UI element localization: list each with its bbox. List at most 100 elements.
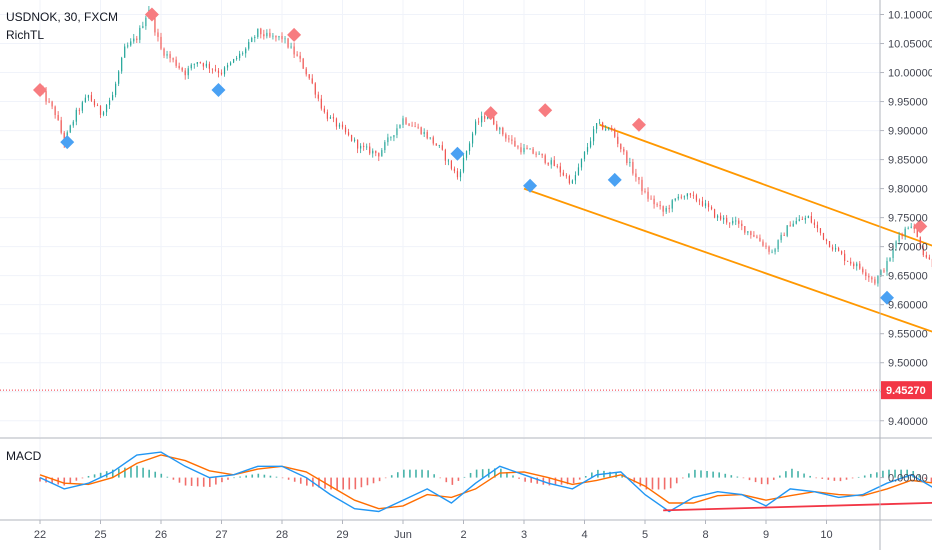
- candle-body: [744, 226, 746, 233]
- macd-histogram-bar: [93, 474, 96, 478]
- candle-body: [844, 253, 846, 261]
- candle-body: [414, 126, 416, 128]
- candle-body: [586, 147, 589, 152]
- macd-histogram-bar: [766, 477, 769, 485]
- macd-zero-label: 0.00000: [888, 473, 928, 485]
- candle-body: [366, 146, 368, 148]
- macd-histogram-bar: [506, 472, 508, 478]
- candle-body: [408, 123, 410, 126]
- macd-histogram-bar: [481, 469, 484, 478]
- candle-body: [302, 58, 304, 69]
- indicator-legend: RichTL: [6, 28, 44, 42]
- candle-body: [553, 160, 555, 166]
- macd-histogram-bar: [803, 473, 805, 478]
- candle-body: [541, 153, 543, 156]
- macd-histogram-bar: [227, 477, 229, 480]
- time-tick-label: 4: [581, 529, 587, 541]
- candle-body: [399, 124, 401, 129]
- candle-body: [895, 241, 897, 248]
- macd-histogram-bar: [403, 469, 405, 478]
- candle-body: [925, 255, 927, 258]
- candle-body: [571, 180, 573, 184]
- macd-axis[interactable]: 0.00000: [880, 473, 928, 485]
- macd-histogram-bar: [918, 474, 921, 478]
- candle-body: [502, 127, 504, 135]
- candle-body: [72, 121, 74, 126]
- macd-histogram: [39, 465, 932, 490]
- candle-body: [169, 54, 171, 59]
- macd-histogram-bar: [390, 475, 393, 478]
- macd-histogram-bar: [548, 477, 551, 486]
- candle-body: [471, 133, 474, 144]
- candle-body: [184, 70, 186, 76]
- candle-body: [804, 217, 806, 220]
- candle-body: [710, 207, 713, 210]
- candle-body: [275, 35, 277, 38]
- candle-body: [605, 129, 607, 131]
- macd-histogram-bar: [554, 477, 557, 486]
- candle-body: [602, 122, 604, 130]
- candle-body: [671, 200, 673, 209]
- macd-histogram-bar: [657, 477, 660, 490]
- price-tick-label: 9.50000: [888, 358, 928, 370]
- pivot-markers: [33, 7, 928, 305]
- candle-body: [260, 28, 262, 35]
- channel-lower-line: [523, 187, 932, 333]
- candle-body: [880, 270, 882, 277]
- candle-body: [520, 147, 522, 153]
- candle-body: [886, 261, 888, 272]
- macd-histogram-bar: [821, 477, 824, 479]
- candle-body: [45, 91, 47, 102]
- candle-body: [738, 220, 740, 224]
- macd-histogram-bar: [287, 477, 290, 480]
- macd-histogram-bar: [815, 477, 818, 479]
- macd-histogram-bar: [718, 472, 720, 478]
- candle-body: [777, 240, 779, 250]
- candle-body: [859, 263, 861, 269]
- candle-body: [919, 237, 921, 248]
- macd-histogram-bar: [208, 477, 211, 487]
- macd-histogram-bar: [688, 473, 690, 478]
- macd-histogram-bar: [645, 477, 648, 490]
- candle-body: [547, 162, 549, 165]
- macd-histogram-bar: [87, 475, 90, 478]
- candle-body: [178, 65, 180, 68]
- candle-body: [599, 122, 601, 124]
- candle-body: [48, 101, 50, 103]
- macd-histogram-bar: [457, 477, 460, 481]
- candle-body: [357, 139, 359, 149]
- candle-body: [332, 117, 335, 119]
- macd-histogram-bar: [366, 477, 369, 486]
- macd-histogram-bar: [609, 471, 611, 478]
- candle-body: [756, 236, 758, 238]
- price-axis[interactable]: 10.10000 10.05000 10.00000 9.95000 9.90000 9.…: [880, 10, 932, 428]
- candle-body: [102, 112, 105, 115]
- candle-body: [795, 220, 797, 224]
- candle-body: [438, 145, 440, 147]
- candle-body: [429, 137, 431, 139]
- candle-body: [447, 160, 449, 162]
- macd-histogram-bar: [494, 468, 496, 478]
- candle-body: [916, 228, 918, 238]
- macd-histogram-bar: [99, 472, 102, 478]
- macd-histogram-bar: [785, 471, 787, 478]
- candle-body: [856, 263, 858, 267]
- candle-body: [704, 203, 707, 206]
- candle-body: [907, 227, 909, 229]
- candle-body: [868, 275, 870, 278]
- candle-body: [223, 67, 226, 75]
- candle-body: [828, 241, 831, 248]
- macd-histogram-bar: [281, 477, 284, 479]
- candle-body: [535, 153, 537, 155]
- time-axis[interactable]: 22 25 26 27 28 29 Jun 2 3 4 5 8 9 10: [34, 520, 833, 541]
- candle-body: [623, 149, 625, 152]
- candle-body: [393, 135, 395, 138]
- macd-histogram-bar: [742, 477, 745, 479]
- candle-body: [456, 171, 459, 178]
- macd-histogram-bar: [930, 477, 932, 483]
- macd-histogram-bar: [372, 477, 375, 484]
- candle-body: [323, 108, 325, 113]
- candle-body: [538, 153, 540, 155]
- candle-body: [220, 72, 223, 75]
- candle-body: [115, 83, 117, 95]
